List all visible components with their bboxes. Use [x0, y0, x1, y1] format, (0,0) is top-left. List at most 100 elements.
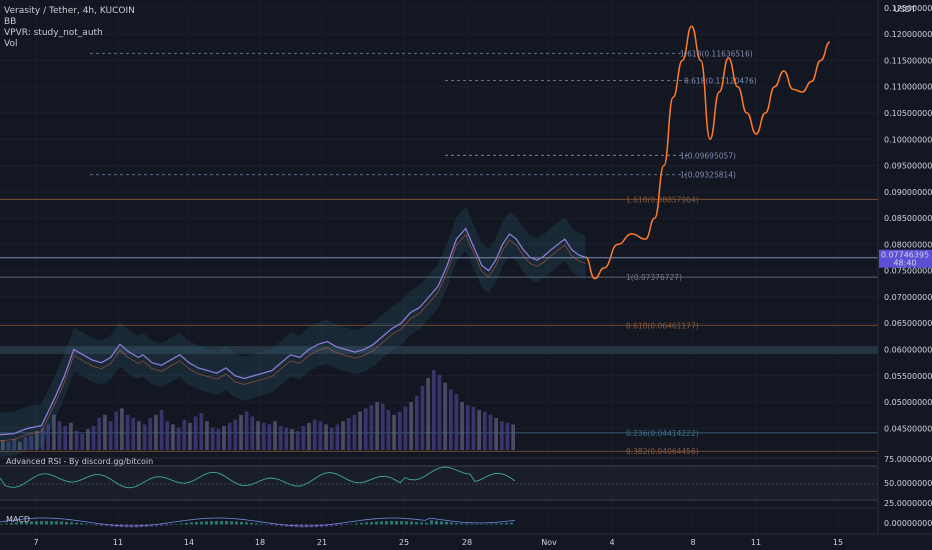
macd-histogram-bar [65, 521, 68, 525]
volume-bar [216, 429, 221, 450]
volume-bar [103, 414, 107, 450]
indicator-bb[interactable]: BB [4, 17, 17, 27]
macd-histogram-bar [25, 521, 28, 525]
macd-histogram-bar [5, 523, 8, 525]
price-tick-label: 0.05500000 [884, 372, 932, 381]
volume-bar [182, 419, 187, 450]
macd-histogram-bar [230, 521, 233, 525]
macd-histogram-bar [480, 524, 483, 525]
macd-histogram-bar [175, 523, 178, 525]
bollinger-basis [0, 233, 586, 442]
indicator-vpvr[interactable]: VPVR: study_not_auth [4, 28, 103, 38]
volume-bar [154, 414, 158, 450]
volume-bar [114, 411, 119, 450]
rsi-line [0, 466, 516, 489]
macd-histogram-bar [470, 523, 473, 525]
time-tick-label: 18 [255, 538, 265, 547]
volume-bar [148, 418, 153, 450]
macd-histogram-bar [170, 524, 173, 525]
macd-histogram-bar [510, 522, 513, 525]
macd-histogram-bar [500, 523, 503, 525]
macd-histogram-bar [245, 522, 248, 525]
macd-histogram-bar [460, 523, 463, 525]
macd-histogram-bar [50, 521, 53, 525]
volume-bar [205, 421, 209, 450]
volume-bar [188, 422, 192, 450]
fib-label: 1(0.07376727) [626, 273, 682, 282]
macd-histogram-bar [475, 523, 478, 525]
macd-panel [0, 507, 878, 528]
volume-bar [392, 414, 396, 450]
macd-histogram-bar [15, 522, 18, 525]
macd-histogram-bar [75, 522, 78, 525]
volume-bar [448, 389, 453, 450]
support-zone [0, 346, 878, 354]
macd-histogram-bar [235, 521, 238, 525]
fib-label: 1.618(0.08857904) [626, 195, 699, 204]
volume-bar [125, 414, 130, 450]
volume-bar [375, 402, 379, 450]
macd-histogram-bar [55, 521, 58, 525]
volume-bar [250, 416, 255, 450]
volume-bar [431, 370, 436, 450]
volume-bar [6, 442, 11, 450]
volume-bar [52, 414, 56, 450]
macd-histogram-bar [375, 521, 378, 525]
volume-bar [239, 414, 243, 450]
indicator-vol[interactable]: Vol [4, 39, 18, 49]
volume-bar [1, 440, 5, 450]
volume-bar [301, 426, 306, 450]
macd-histogram-bar [355, 523, 358, 525]
volume-bar [244, 411, 249, 450]
macd-histogram-bar [345, 524, 348, 525]
macd-histogram-bar [80, 523, 83, 525]
volume-bar [465, 405, 470, 450]
volume-bar [12, 438, 17, 450]
price-axis[interactable]: USDT 0.12500000 0.12000000 0.11500000 0.110… [877, 0, 932, 534]
volume-bar [91, 426, 96, 450]
macd-histogram-bar [340, 524, 343, 526]
volume-bar [426, 378, 430, 450]
rsi-tick-75: 75.00000000 [884, 455, 932, 464]
time-axis[interactable]: 7 11 14 18 21 25 28 Nov 4 8 11 15 [0, 533, 932, 547]
macd-histogram-bar [360, 522, 363, 525]
macd-histogram-bar [45, 521, 48, 525]
macd-histogram-bar [70, 522, 73, 525]
fib-label: 0.382(0.04064456) [626, 447, 699, 456]
macd-histogram-bar [370, 521, 373, 525]
volume-bar [352, 414, 357, 450]
volume-bar [295, 430, 300, 450]
volume-bar [227, 422, 232, 450]
macd-histogram-bar [210, 521, 213, 525]
time-tick-label: 11 [113, 538, 123, 547]
volume-bar [329, 427, 334, 450]
time-tick-label: 28 [462, 538, 472, 547]
time-tick-label: 7 [33, 538, 38, 547]
volume-bar [420, 386, 425, 450]
volume-bar [494, 418, 498, 450]
macd-histogram-bar [380, 521, 383, 525]
macd-histogram-bar [330, 524, 333, 527]
volume-bar [23, 437, 28, 450]
volume-bar [159, 410, 164, 450]
volume-bar [443, 382, 447, 450]
macd-histogram-bar [95, 524, 98, 526]
macd-line [0, 517, 516, 527]
volume-bar [256, 421, 260, 450]
macd-histogram-bar [435, 520, 438, 525]
indicator-labels: Advanced RSI - By discord.gg/bitcoin MAC… [6, 455, 932, 528]
macd-histogram-bar [255, 523, 258, 525]
macd-histogram-bar [425, 522, 428, 525]
macd-histogram-bar [220, 521, 223, 525]
time-tick-label: 15 [833, 538, 843, 547]
macd-histogram-bar [40, 521, 43, 525]
macd-histogram-bar [160, 524, 163, 526]
volume-bar [414, 395, 419, 450]
volume-bar [137, 421, 141, 450]
volume-bar [46, 424, 51, 450]
symbol-title[interactable]: Verasity / Tether, 4h, KUCOIN [4, 6, 135, 16]
bollinger-band-fill [0, 206, 586, 457]
macd-histogram-bar [20, 522, 23, 525]
volume-bar [35, 430, 39, 450]
